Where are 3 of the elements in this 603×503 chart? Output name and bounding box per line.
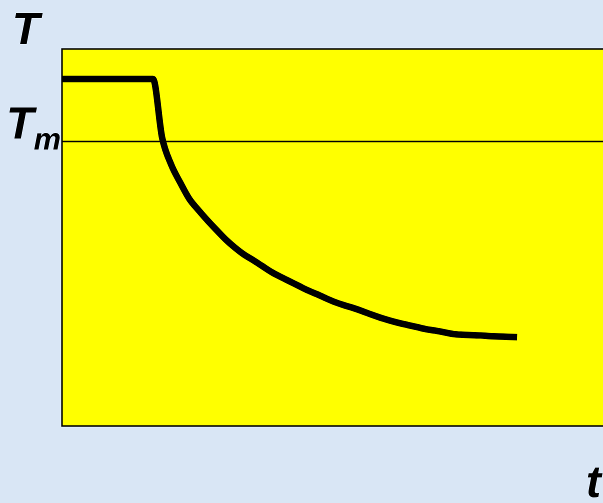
x-axis-title: t [586,456,603,503]
y-axis-title: T [12,3,43,54]
ref-line-label: T$_{m}$ [6,97,61,156]
